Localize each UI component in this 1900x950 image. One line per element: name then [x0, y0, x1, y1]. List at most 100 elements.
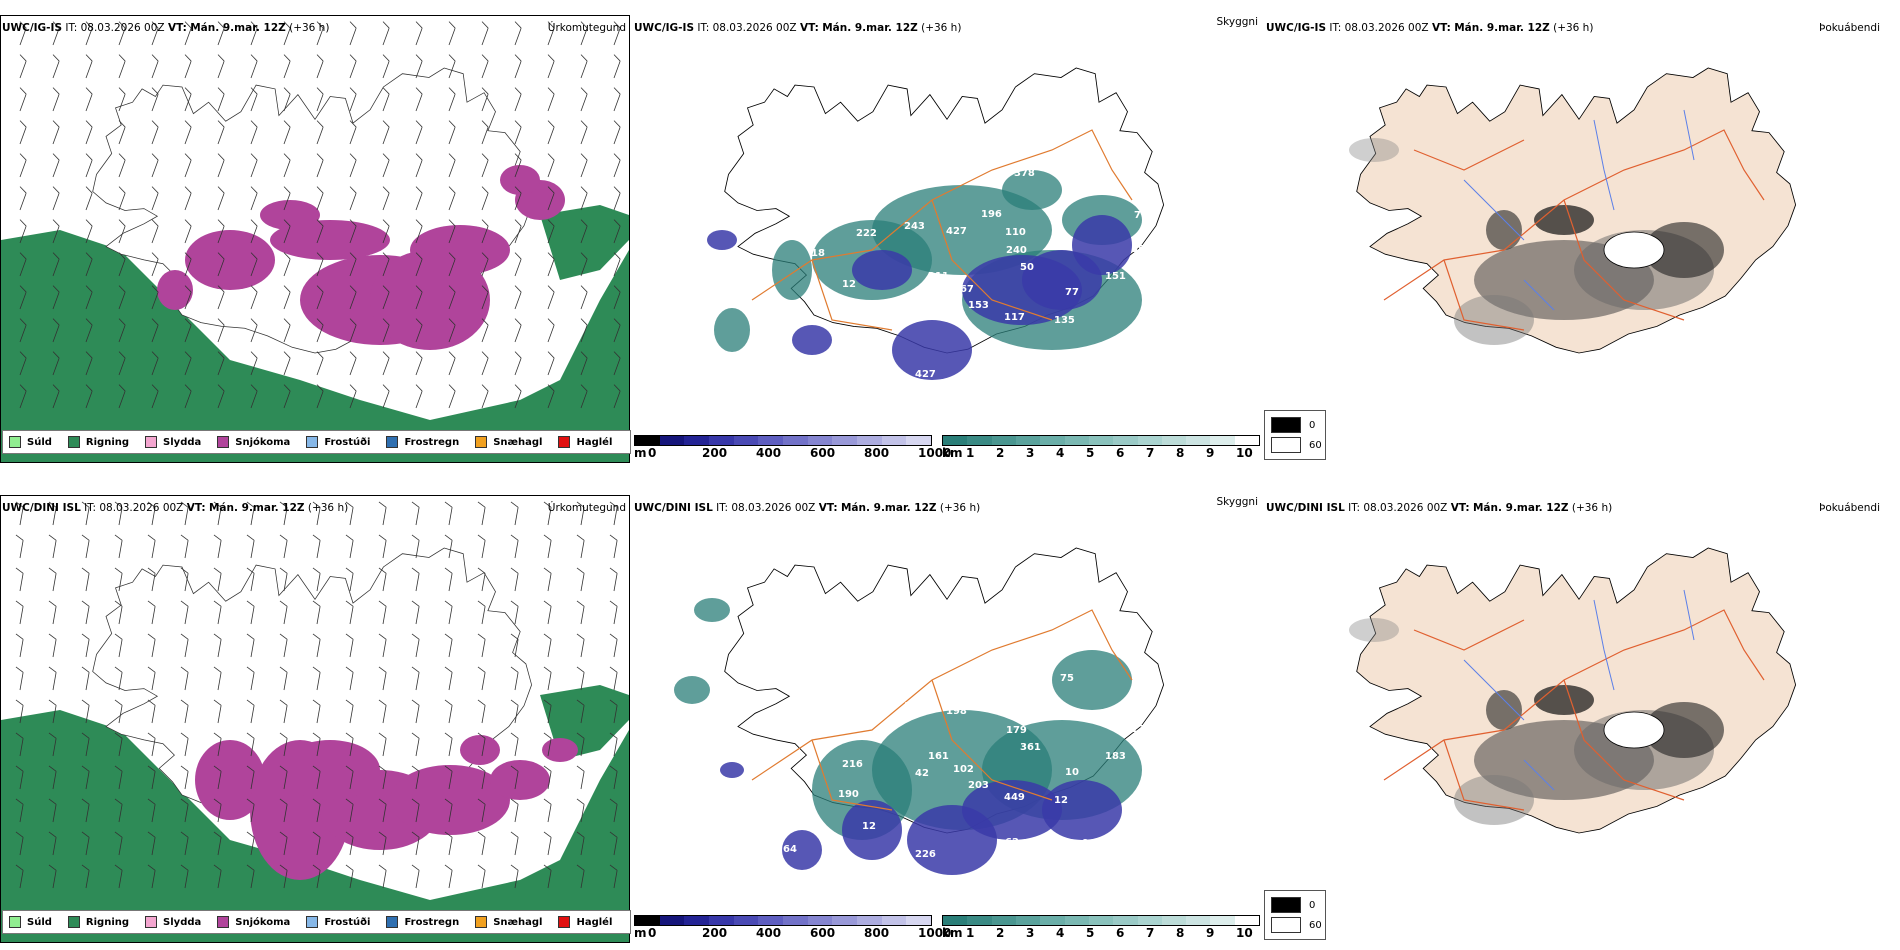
cloud-base-label: 211	[928, 271, 949, 282]
precip-type-map	[1, 501, 629, 942]
cloud-base-label: 10	[1065, 767, 1079, 778]
cloud-base-label: 85	[1134, 690, 1148, 701]
colorbar-tick-label: 3	[1026, 446, 1035, 460]
wind-barb-icon	[151, 219, 159, 244]
wind-barb-icon	[279, 501, 288, 526]
low-cloud-area	[842, 800, 902, 860]
wind-barb-icon	[246, 765, 255, 790]
wind-barb-icon	[345, 831, 354, 856]
wind-barb-icon	[411, 765, 420, 790]
wind-barb-icon	[250, 384, 258, 409]
wind-barb-icon	[580, 351, 588, 376]
colorbar-unit: km	[942, 446, 963, 460]
fog-shading	[1486, 690, 1522, 730]
panel-title: Úrkomutegund	[547, 502, 626, 514]
wind-barb-icon	[378, 699, 387, 724]
colorbar-tick-label: 7	[1146, 926, 1155, 940]
valid-time: Mán. 9.mar. 12Z	[1454, 22, 1550, 34]
colorbar-tick-label: 800	[864, 926, 890, 940]
wind-barb-icon	[580, 252, 588, 277]
wind-barb-icon	[85, 252, 93, 277]
panel-header: UWC/IG-IS IT: 08.03.2026 00Z VT: Mán. 9.…	[634, 22, 961, 34]
wind-barb-icon	[580, 153, 588, 178]
cloud-base-label: 161	[928, 751, 949, 762]
panel-title: Úrkomutegund	[547, 22, 626, 34]
wind-barb-icon	[411, 567, 420, 592]
cloud-base-label: 263	[694, 268, 715, 279]
road-network	[751, 609, 1133, 811]
lead-time: (+36 h)	[307, 502, 349, 514]
legend-label: Snjókoma	[235, 916, 291, 928]
wind-barb-icon	[576, 501, 585, 526]
cloud-base-label: 196	[981, 209, 1002, 220]
valid-time: Mán. 9.mar. 12Z	[208, 502, 305, 514]
legend-item: Rigning	[67, 436, 130, 448]
wind-barb-icon	[613, 153, 621, 178]
colorbar-segment	[857, 436, 882, 445]
wind-barb-icon	[147, 798, 156, 823]
wind-barb-icon	[411, 699, 420, 724]
wind-barb-icon	[279, 765, 288, 790]
wind-barb-icon	[213, 699, 222, 724]
wind-barb-icon	[345, 798, 354, 823]
cloud-base-label: 216	[842, 759, 863, 770]
wind-barb-icon	[52, 120, 60, 145]
legend-item: Súld	[9, 436, 52, 448]
colorbar-tick-label: 9	[1206, 446, 1215, 460]
snow-area	[185, 230, 275, 290]
cloud-base-label: 12	[842, 279, 856, 290]
wind-barb-icon	[250, 219, 258, 244]
wind-barb-icon	[580, 87, 588, 112]
wind-barb-icon	[543, 534, 552, 559]
colorbar-segment	[1040, 916, 1065, 925]
wind-barb-icon	[213, 633, 222, 658]
fog-map	[1349, 67, 1797, 354]
wind-barb-icon	[85, 153, 93, 178]
wind-barb-icon	[514, 351, 522, 376]
wind-barb-icon	[213, 732, 222, 757]
wind-barb-icon	[444, 666, 453, 691]
cloud-base-label: 222	[856, 228, 877, 239]
wind-barb-icon	[48, 864, 57, 889]
wind-barb-icon	[411, 732, 420, 757]
wind-barb-icon	[580, 54, 588, 79]
wind-barb-icon	[180, 699, 189, 724]
wind-barb-icon	[118, 87, 126, 112]
wind-barb-icon	[349, 219, 357, 244]
wind-barb-icon	[580, 186, 588, 211]
legend-swatch	[217, 436, 230, 448]
wind-barb-icon	[514, 186, 522, 211]
colorbar-segment	[807, 916, 833, 925]
wind-barb-icon	[15, 567, 24, 592]
legend-item: Slydda	[145, 916, 201, 928]
wind-barb-icon	[378, 765, 387, 790]
wind-barb-icon	[316, 186, 324, 211]
valid-time: Mán. 9.mar. 12Z	[822, 22, 918, 34]
wind-barb-icon	[345, 864, 354, 889]
wind-barb-icon	[510, 732, 519, 757]
wind-barb-icon	[514, 285, 522, 310]
colorbar-tick-label: 9	[1206, 926, 1215, 940]
wind-barb-icon	[510, 567, 519, 592]
wind-barb-icon	[15, 633, 24, 658]
wind-barb-icon	[217, 351, 225, 376]
colorbar-segment	[906, 436, 932, 445]
wind-barb-icon	[52, 285, 60, 310]
wind-barb-icon	[217, 285, 225, 310]
wind-barb-icon	[547, 54, 555, 79]
colorbar-strip	[634, 915, 932, 926]
wind-barb-icon	[316, 318, 324, 343]
wind-barb-icon	[378, 567, 387, 592]
wind-barb-icon	[246, 798, 255, 823]
colorbar-segment	[943, 436, 968, 445]
cloud-base-label: 281	[734, 224, 755, 235]
wind-barb-icon	[312, 765, 321, 790]
legend-label: Rigning	[85, 436, 130, 448]
legend-swatch	[1271, 437, 1301, 453]
cloud-base-label: 301	[1212, 790, 1233, 801]
wind-barb-icon	[213, 567, 222, 592]
visibility-panel: 50 60 196 135 18 7 427 328 183 211 110 117 222 55 445 6…	[632, 0, 1264, 470]
wind-barb-icon	[580, 21, 588, 46]
wind-barb-icon	[609, 600, 618, 625]
colorbar-segment	[906, 916, 932, 925]
